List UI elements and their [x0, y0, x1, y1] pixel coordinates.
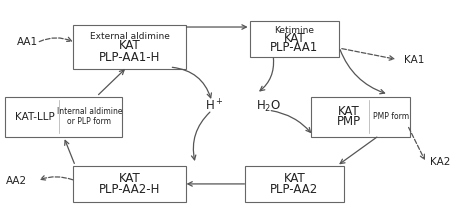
- Text: PMP form: PMP form: [373, 112, 409, 121]
- Text: or PLP form: or PLP form: [67, 117, 111, 126]
- Text: AA2: AA2: [6, 176, 27, 186]
- Text: External aldimine: External aldimine: [90, 32, 169, 41]
- Text: PLP-AA1-H: PLP-AA1-H: [99, 51, 160, 64]
- FancyBboxPatch shape: [245, 166, 344, 202]
- Text: KAT: KAT: [337, 105, 359, 118]
- Text: KAT: KAT: [118, 39, 140, 52]
- Text: KA1: KA1: [404, 55, 425, 65]
- FancyBboxPatch shape: [73, 166, 186, 202]
- Text: Ketimine: Ketimine: [274, 26, 314, 35]
- Text: PMP: PMP: [337, 115, 361, 128]
- Text: AA1: AA1: [17, 37, 38, 47]
- Text: H$^+$: H$^+$: [205, 98, 224, 114]
- FancyBboxPatch shape: [5, 96, 122, 137]
- FancyBboxPatch shape: [311, 96, 410, 137]
- Text: KAT-LLP: KAT-LLP: [16, 112, 55, 121]
- Text: KAT: KAT: [283, 172, 305, 184]
- Text: PLP-AA2: PLP-AA2: [270, 183, 319, 196]
- Text: H$_2$O: H$_2$O: [256, 98, 281, 114]
- FancyBboxPatch shape: [250, 21, 339, 57]
- Text: KAT: KAT: [283, 32, 305, 45]
- Text: Internal aldimine: Internal aldimine: [57, 107, 122, 116]
- Text: PLP-AA1: PLP-AA1: [270, 41, 319, 54]
- Text: KA2: KA2: [430, 157, 450, 167]
- FancyBboxPatch shape: [73, 25, 186, 69]
- Text: KAT: KAT: [118, 172, 140, 184]
- Text: PLP-AA2-H: PLP-AA2-H: [99, 183, 160, 196]
